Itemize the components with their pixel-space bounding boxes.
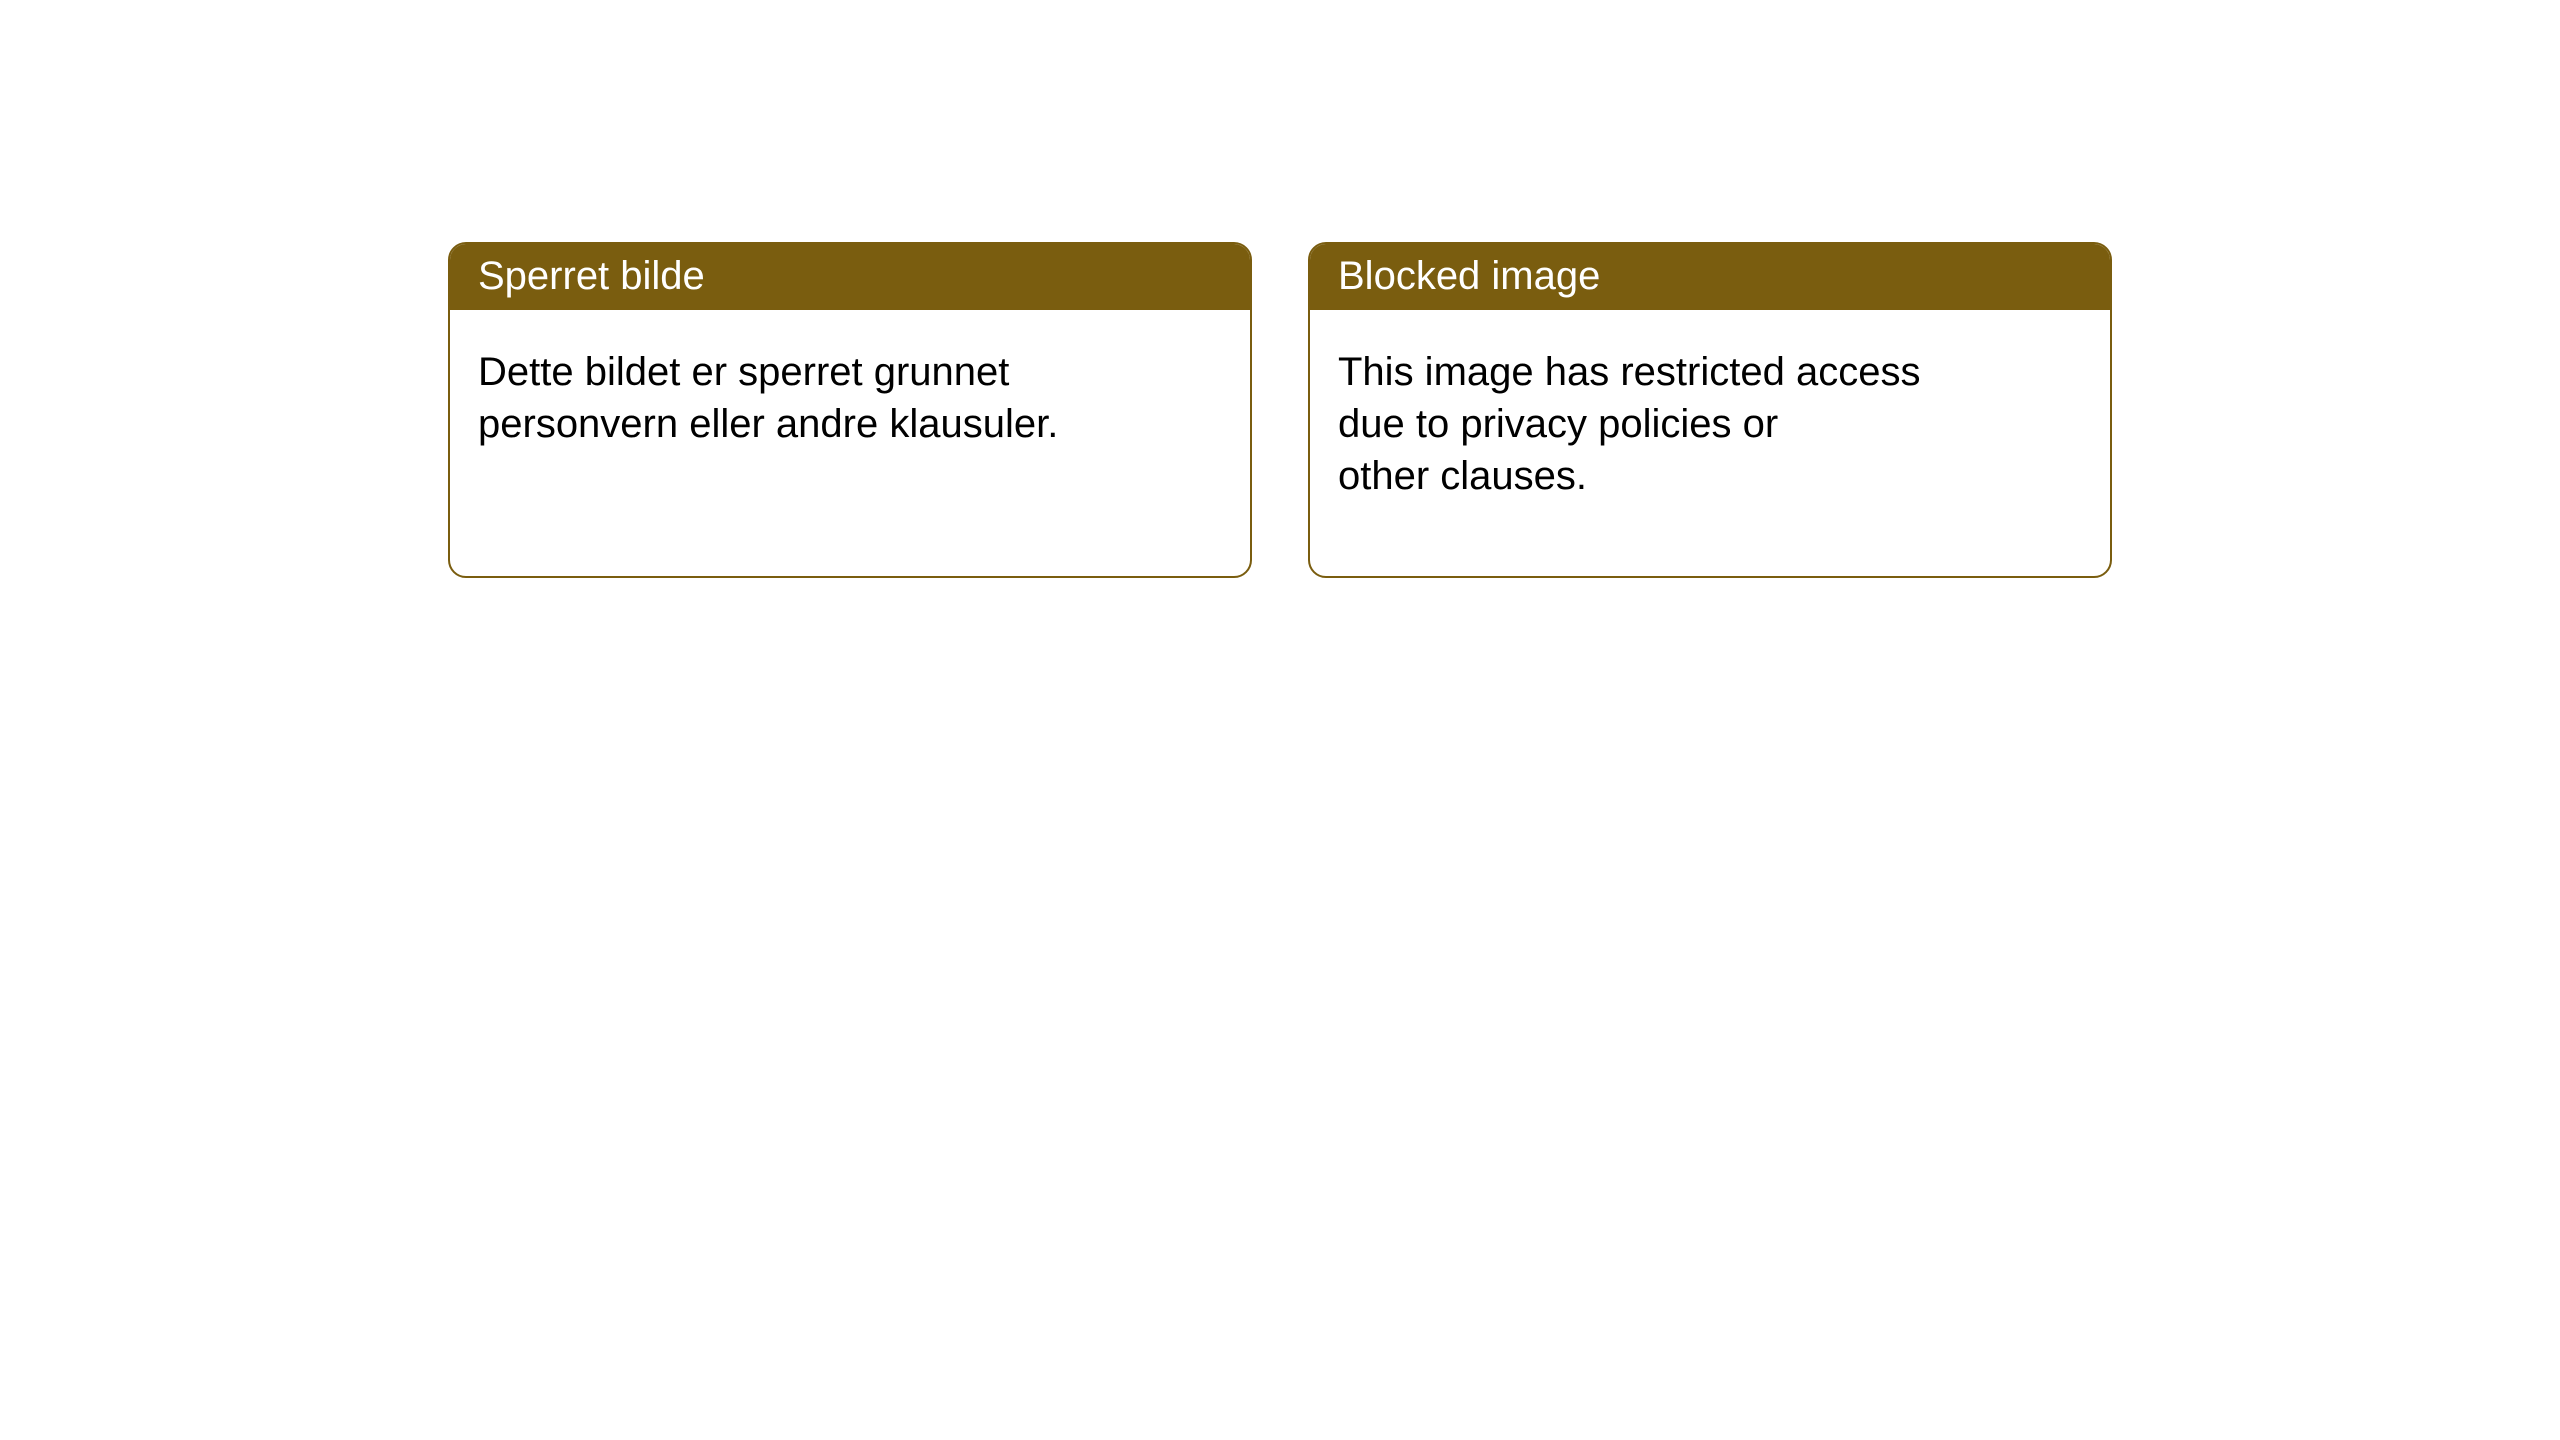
notice-container: Sperret bilde Dette bildet er sperret gr… bbox=[0, 0, 2560, 578]
notice-card-english: Blocked image This image has restricted … bbox=[1308, 242, 2112, 578]
notice-card-norwegian: Sperret bilde Dette bildet er sperret gr… bbox=[448, 242, 1252, 578]
notice-header-norwegian: Sperret bilde bbox=[450, 244, 1250, 310]
notice-body-norwegian: Dette bildet er sperret grunnet personve… bbox=[450, 310, 1250, 478]
notice-header-english: Blocked image bbox=[1310, 244, 2110, 310]
notice-body-english: This image has restricted access due to … bbox=[1310, 310, 2110, 530]
